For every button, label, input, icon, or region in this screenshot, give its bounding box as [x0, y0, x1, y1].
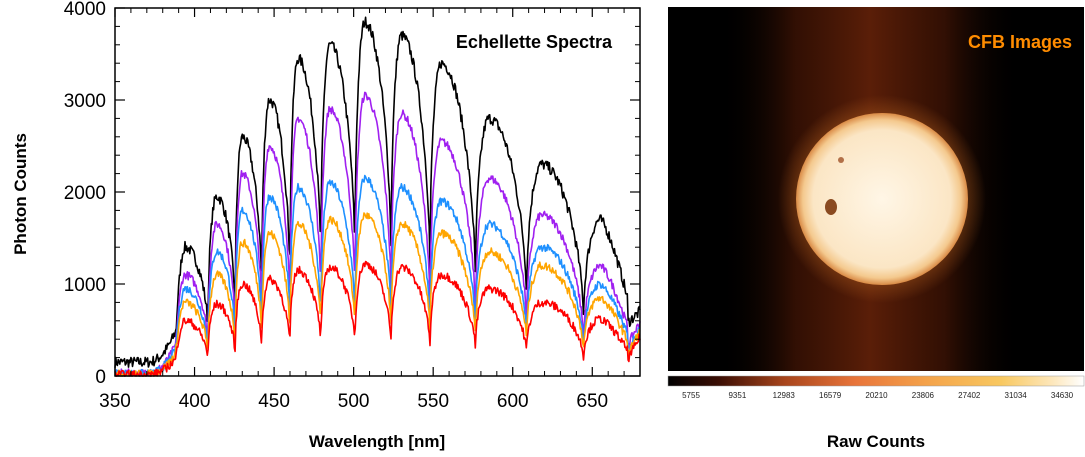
- spectrum-series-4: [114, 212, 641, 377]
- colorbar-tick-label: 31034: [1005, 391, 1028, 400]
- x-tick-label: 450: [258, 391, 290, 412]
- colorbar-tick-label: 34630: [1051, 391, 1074, 400]
- x-tick-label: 550: [417, 391, 449, 412]
- colorbar-tick-label: 16579: [819, 391, 842, 400]
- y-tick-label: 4000: [64, 0, 106, 20]
- spectra-y-axis-label: Photon Counts: [11, 133, 30, 255]
- colorbar-tick-label: 27402: [958, 391, 981, 400]
- cfb-sun-disk: [796, 113, 968, 285]
- cfb-sunspot-small: [838, 157, 844, 163]
- spectra-panel: 350 400 450 500 550 600 650 01000200030004000 …: [11, 0, 641, 451]
- y-tick-label: 3000: [64, 91, 106, 112]
- x-tick-label: 350: [99, 391, 131, 412]
- colorbar-tick-label: 9351: [728, 391, 746, 400]
- colorbar-tick-label: 23806: [912, 391, 935, 400]
- spectra-y-ticks: 0 1000 2000 3000 4000: [64, 0, 640, 388]
- y-tick-label: 0: [95, 367, 106, 388]
- colorbar: [667, 375, 1085, 387]
- y-tick-label: 1000: [64, 275, 106, 296]
- x-tick-label: 500: [338, 391, 370, 412]
- spectra-lines: [114, 16, 641, 377]
- spectrum-series-1: [114, 16, 641, 368]
- colorbar-ticks: 5755 9351 12983 16579 20210 23806 27402 31034 34…: [682, 391, 1074, 400]
- x-tick-label: 600: [497, 391, 529, 412]
- x-tick-label: 400: [179, 391, 211, 412]
- spectrum-series-2: [114, 91, 641, 377]
- spectra-title: Echellette Spectra: [456, 32, 613, 52]
- cfb-sunspot-large: [825, 199, 837, 215]
- colorbar-tick-label: 12983: [773, 391, 796, 400]
- cfb-x-axis-label: Raw Counts: [827, 432, 925, 451]
- y-tick-label: 2000: [64, 183, 106, 204]
- spectrum-series-5: [114, 260, 641, 377]
- cfb-title: CFB Images: [968, 32, 1072, 52]
- colorbar-tick-label: 20210: [865, 391, 888, 400]
- cfb-panel: CFB Images 5755 9351 12983 16579 20210 23806 2…: [667, 7, 1085, 451]
- colorbar-tick-label: 5755: [682, 391, 700, 400]
- spectra-x-ticks: 350 400 450 500 550 600 650: [99, 8, 625, 412]
- spectrum-series-3: [114, 174, 641, 377]
- x-tick-label: 650: [576, 391, 608, 412]
- spectra-x-axis-label: Wavelength [nm]: [309, 432, 445, 451]
- colorbar-gap: [668, 373, 1084, 375]
